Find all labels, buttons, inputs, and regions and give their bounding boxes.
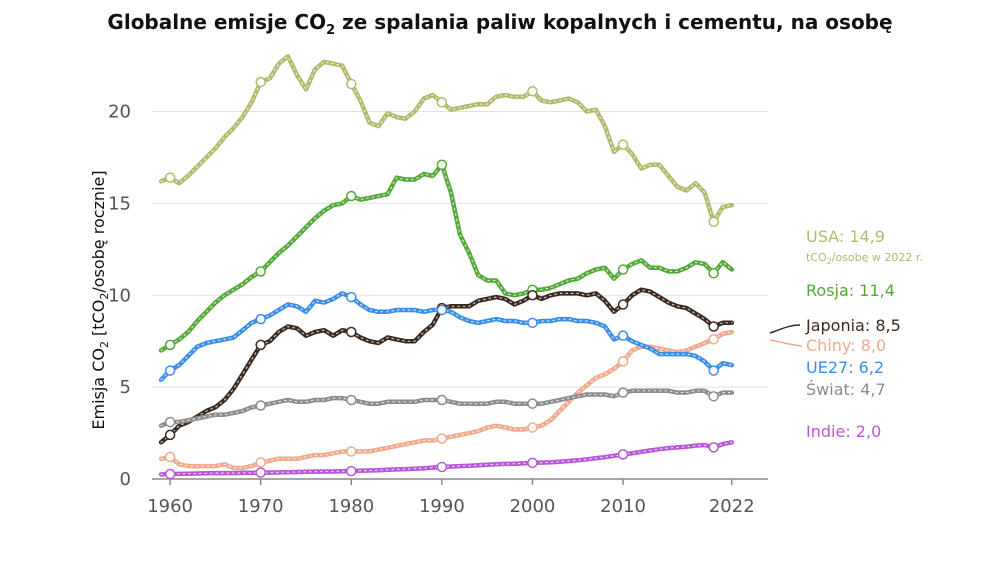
data-point-chiny [255,457,266,468]
y-axis-label: Emisja CO2 [tCO2/osobę rocznie] [89,170,111,429]
data-point-rosja [436,159,448,171]
data-point-indie [617,449,629,460]
data-point-japonia [708,321,719,332]
data-point-świat [346,394,357,406]
legend-usa-value: 14,9 [849,227,885,246]
data-point-świat [527,398,538,409]
x-tick-label: 1990 [419,496,465,517]
data-point-świat [255,400,266,411]
x-tick-label: 1970 [238,496,284,517]
x-tick-label: 1980 [328,496,374,517]
series-line-usa [158,54,735,225]
legend: USA: 14,9 tCO2/osobę w 2022 r. Rosja: 11… [769,227,923,441]
data-point-japonia [617,299,629,310]
data-point-usa [527,86,538,97]
data-point-rosja [708,267,719,279]
data-point-chiny [436,433,448,444]
legend-usa: USA: 14,9 [806,227,885,246]
data-point-ue27 [436,304,448,316]
data-point-ue27 [527,317,538,329]
data-point-usa [164,172,176,183]
data-point-usa [255,76,266,88]
data-point-indie [527,457,538,469]
legend-ue27: UE27: 6,2 [806,358,884,377]
legend-usa-note: tCO2/osobę w 2022 r. [806,251,923,266]
legend-swiat: Świat: 4,7 [806,380,886,399]
data-point-usa [617,139,629,150]
legend-chiny: Chiny: 8,0 [806,336,886,355]
data-point-ue27 [708,365,719,376]
y-tick-label: 15 [108,193,131,214]
axes: 0 5 10 15 20 1960 1970 1980 1990 2000 2010 2022 [108,102,768,517]
data-point-chiny [617,356,629,367]
data-point-rosja [164,339,176,351]
x-tick-label: 2000 [510,496,556,517]
data-point-rosja [617,264,629,275]
data-point-chiny [164,451,176,463]
y-tick-label: 0 [120,469,131,490]
data-point-ue27 [346,291,357,303]
series-lines [158,54,735,480]
data-point-ue27 [617,330,629,341]
data-point-indie [255,467,266,478]
x-tick-label: 2022 [709,496,755,517]
data-point-świat [164,416,176,428]
grid-lines [152,111,768,388]
data-point-rosja [255,266,266,277]
x-tick-label: 1960 [147,496,193,517]
legend-japonia-connector [769,324,801,334]
data-point-świat [617,387,629,398]
data-point-usa [346,78,357,90]
y-tick-label: 20 [108,102,131,123]
series-dots-usa [160,55,733,224]
data-point-chiny [527,422,538,433]
data-point-japonia [255,339,266,351]
data-point-indie [164,468,176,480]
legend-indie: Indie: 2,0 [806,422,881,441]
data-point-usa [436,97,448,108]
series-dots-rosja [160,163,733,351]
data-point-ue27 [164,365,176,376]
data-point-indie [708,442,719,453]
x-tick-label: 2010 [600,496,646,517]
legend-usa-name: USA [806,227,839,246]
data-point-ue27 [255,313,266,325]
legend-chiny-connector [769,339,803,347]
data-point-rosja [346,190,357,202]
data-point-japonia [164,429,176,441]
data-point-japonia [527,290,538,301]
data-point-usa [708,216,719,227]
series-line-świat [158,388,735,428]
data-point-chiny [708,334,719,345]
data-point-japonia [346,326,357,338]
data-point-chiny [346,446,357,457]
data-point-świat [436,394,448,406]
y-tick-label: 10 [108,285,131,306]
chart-title: Globalne emisje CO2 ze spalania paliw ko… [107,10,893,38]
y-tick-label: 5 [120,377,131,398]
data-point-indie [436,461,448,473]
data-point-świat [708,391,719,402]
series-line-rosja [158,162,735,353]
legend-rosja: Rosja: 11,4 [806,281,895,300]
legend-japonia: Japonia: 8,5 [805,316,901,335]
data-point-indie [346,465,357,477]
